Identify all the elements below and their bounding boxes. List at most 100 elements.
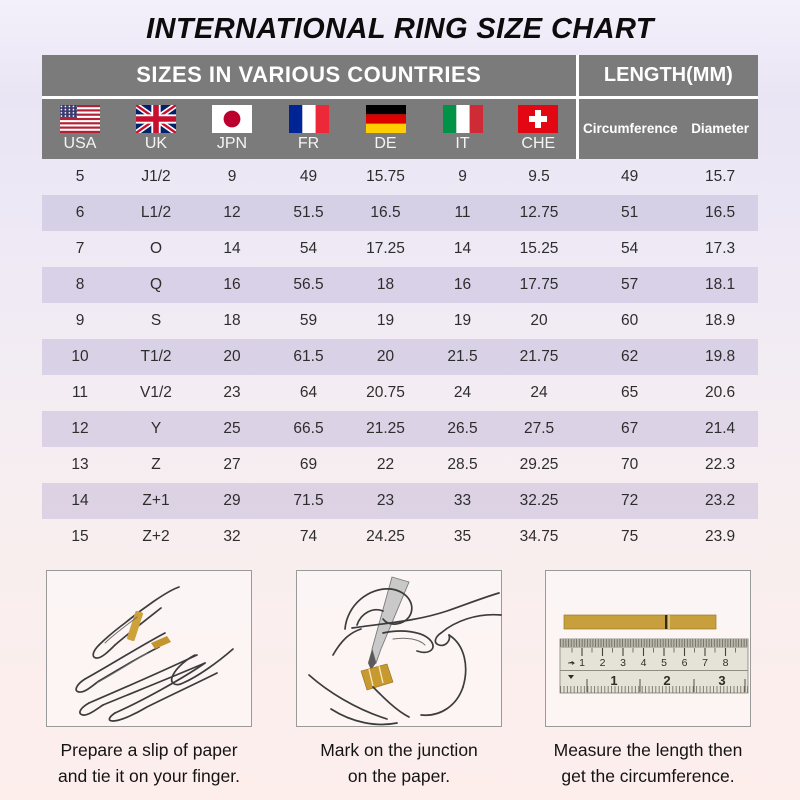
ring-size-cell: 54 — [299, 240, 318, 257]
ring-size-cell: 69 — [299, 456, 318, 473]
ring-size-cell: 23.9 — [705, 528, 736, 545]
ring-size-cell: Z+2 — [142, 528, 170, 545]
ring-size-cell: 27.5 — [501, 411, 578, 447]
ring-size-cell: 12.75 — [501, 195, 578, 231]
ruler-cm-4: 4 — [641, 657, 647, 669]
ring-size-cell: 54 — [620, 240, 639, 257]
ring-size-cell: S — [150, 312, 162, 329]
ring-size-cell: T1/2 — [118, 339, 194, 375]
ring-size-row: 8 Q 16 56.5 18 16 17.75 57 18.1 — [42, 267, 759, 303]
column-usa: USA — [42, 97, 118, 159]
ring-size-cell: 9 — [227, 168, 237, 185]
ring-size-cell: 15.25 — [519, 240, 559, 257]
ring-size-row: 9 S 18 59 19 19 20 60 18.9 — [42, 303, 758, 339]
ring-size-row: 10 T1/2 20 61.5 20 21.5 21.75 62 19.8 — [42, 339, 759, 375]
ring-size-cell: 17.3 — [705, 240, 736, 257]
step2-caption: Mark on the junction on the paper. — [279, 737, 519, 789]
ring-size-cell: Y — [118, 411, 194, 447]
header-sizes-in-various-countries: SIZES IN VARIOUS COUNTRIES — [42, 55, 579, 99]
paper-strip-junction — [151, 636, 171, 649]
country-code-usa: USA — [63, 135, 97, 153]
ring-size-cell: 18 — [223, 312, 241, 329]
column-diameter: Diameter — [682, 97, 759, 159]
ring-size-cell: 33 — [424, 483, 501, 519]
ring-size-cell: 72 — [577, 483, 683, 519]
ring-size-cell: 8 — [42, 267, 118, 303]
paper-strip-on-finger — [126, 610, 144, 642]
country-code-che: CHE — [521, 135, 556, 153]
ring-size-cell: 11 — [71, 384, 89, 401]
ring-size-cell: 32 — [223, 528, 241, 545]
junction-mark — [665, 615, 668, 629]
ring-size-cell: 20 — [530, 312, 548, 329]
ring-size-row: 5 J1/2 9 49 15.75 9 9.5 49 15.7 — [42, 159, 758, 195]
ring-size-cell: 29.25 — [519, 456, 559, 473]
ruler-cm-1: 1 — [579, 657, 585, 669]
ring-size-cell: 22.3 — [705, 456, 736, 473]
ruler-cm-3: 3 — [620, 657, 626, 669]
ring-size-cell: 49 — [620, 168, 639, 185]
ring-size-cell: 26.5 — [424, 411, 501, 447]
ring-size-cell: 9.5 — [528, 168, 550, 185]
ring-size-cell: 61.5 — [270, 339, 347, 375]
ring-size-cell: 60 — [620, 312, 639, 329]
ring-size-cell: 16 — [194, 267, 270, 303]
usa-flag-icon — [60, 105, 100, 134]
germany-flag-icon — [365, 105, 406, 134]
step2-caption-line2: on the paper. — [347, 766, 451, 786]
ring-size-cell: 20 — [194, 339, 270, 375]
ring-size-cell: 6 — [42, 195, 118, 231]
ring-size-row: 13 Z 27 69 22 28.5 29.25 70 22.3 — [42, 447, 758, 483]
ring-size-row: 12 Y 25 66.5 21.25 26.5 27.5 67 21.4 — [42, 411, 759, 447]
ring-size-cell: 35 — [453, 528, 472, 545]
ring-size-cell: 11 — [424, 195, 501, 231]
ring-size-cell: 49 — [299, 168, 318, 185]
ring-size-cell: Z+1 — [118, 483, 194, 519]
ring-size-cell: 24 — [530, 384, 548, 401]
ring-size-cell: 24 — [453, 384, 472, 401]
ring-size-cell: 24.25 — [366, 528, 405, 545]
ring-size-cell: 14 — [453, 240, 472, 257]
ring-size-cell: 14 — [223, 240, 241, 257]
step3-caption: Measure the length then get the circumfe… — [528, 737, 768, 789]
ring-size-cell: 12 — [194, 195, 270, 231]
ring-size-cell: 10 — [42, 339, 118, 375]
ring-size-cell: 16 — [424, 267, 501, 303]
ring-size-cell: 62 — [577, 339, 683, 375]
ring-size-cell: 17.25 — [366, 240, 405, 257]
country-code-it: IT — [455, 135, 470, 153]
ring-size-cell: 67 — [577, 411, 683, 447]
ring-size-cell: 18 — [347, 267, 424, 303]
ring-size-cell: 71.5 — [270, 483, 347, 519]
ring-size-cell: 19 — [453, 312, 472, 329]
ruler-inch-2: 2 — [663, 673, 670, 688]
ring-size-cell: 12 — [42, 411, 118, 447]
ring-size-cell: 29 — [194, 483, 270, 519]
ring-size-cell: 34.75 — [519, 528, 559, 545]
ring-size-cell: 14 — [42, 483, 118, 519]
ring-size-cell: 20.6 — [705, 384, 736, 401]
ring-size-row: 6 L1/2 12 51.5 16.5 11 12.75 51 16.5 — [42, 195, 759, 231]
column-de: DE — [347, 97, 424, 159]
column-jpn: JPN — [194, 97, 270, 159]
ring-size-cell: 74 — [299, 528, 318, 545]
step2-caption-line1: Mark on the junction — [320, 740, 478, 760]
header-length-mm: LENGTH(MM) — [577, 55, 759, 99]
ruler-cm-2: 2 — [600, 657, 606, 669]
ring-size-cell: 16.5 — [682, 195, 759, 231]
ruler-inch-3: 3 — [718, 673, 725, 688]
ring-size-cell: 15.7 — [705, 168, 736, 185]
column-circumference: Circumference — [577, 97, 683, 159]
japan-flag-icon — [212, 105, 252, 134]
ring-size-cell: 64 — [299, 384, 318, 401]
ruler-cm-6: 6 — [682, 657, 688, 669]
step1-caption: Prepare a slip of paper and tie it on yo… — [29, 737, 269, 789]
ring-size-row: 14 Z+1 29 71.5 23 33 32.25 72 23.2 — [42, 483, 759, 519]
ring-size-cell: 21.4 — [682, 411, 759, 447]
ring-size-cell: 7 — [75, 240, 85, 257]
ring-size-cell: 23 — [223, 384, 241, 401]
step3-caption-line2: get the circumference. — [561, 766, 735, 786]
ring-size-cell: 18.9 — [705, 312, 736, 329]
ring-size-cell: 16.5 — [347, 195, 424, 231]
ring-size-cell: 25 — [194, 411, 270, 447]
